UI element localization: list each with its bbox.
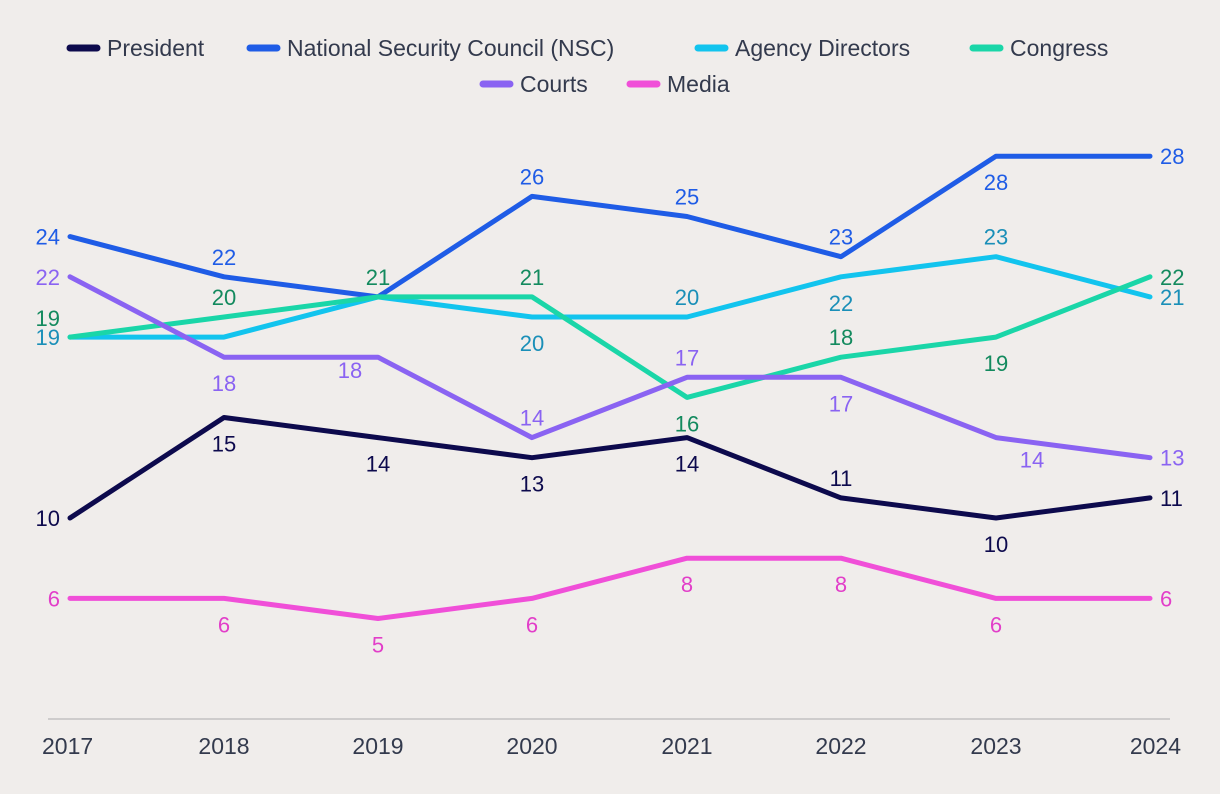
legend-label: Agency Directors — [735, 35, 910, 61]
series-line-agency-directors — [67, 254, 1153, 340]
data-label-courts-2018: 18 — [212, 371, 236, 396]
data-label-courts-2020: 14 — [520, 406, 544, 431]
data-label-courts-2017: 22 — [36, 265, 60, 290]
legend-label: President — [107, 35, 205, 61]
x-tick-label-2020: 2020 — [506, 733, 557, 759]
data-label-national-security-council-nsc-2021: 25 — [675, 185, 699, 210]
data-label-media-2017: 6 — [48, 586, 60, 611]
data-label-president-2022: 11 — [830, 466, 853, 491]
data-label-national-security-council-nsc-2024: 28 — [1160, 144, 1184, 169]
data-label-president-2023: 10 — [984, 532, 1008, 557]
data-label-congress-2023: 19 — [984, 351, 1008, 376]
data-label-president-2020: 13 — [520, 472, 544, 497]
x-tick-label-2023: 2023 — [970, 733, 1021, 759]
legend-item-congress: Congress — [969, 35, 1108, 61]
data-label-media-2024: 6 — [1160, 586, 1172, 611]
data-label-agency-directors-2022: 22 — [829, 291, 853, 316]
data-label-president-2024: 11 — [1160, 486, 1183, 511]
legend-label: Congress — [1010, 35, 1108, 61]
legend-label: National Security Council (NSC) — [287, 35, 614, 61]
x-tick-label-2021: 2021 — [661, 733, 712, 759]
x-tick-label-2017: 2017 — [42, 733, 93, 759]
series-line-courts — [67, 274, 1153, 461]
data-label-national-security-council-nsc-2023: 28 — [984, 170, 1008, 195]
series-group — [67, 153, 1153, 621]
x-axis-ticks: 2017 2018 2019 2020 2021 2022 2023 2024 — [42, 733, 1181, 759]
data-label-agency-directors-2021: 20 — [675, 285, 699, 310]
data-label-courts-2024: 13 — [1160, 446, 1184, 471]
data-label-president-2021: 14 — [675, 452, 699, 477]
data-label-president-2017: 10 — [36, 506, 60, 531]
data-label-media-2020: 6 — [526, 612, 538, 637]
legend-item-courts: Courts — [479, 71, 588, 97]
data-label-national-security-council-nsc-2017: 24 — [36, 225, 60, 250]
data-label-agency-directors-2023: 23 — [984, 225, 1008, 250]
x-tick-label-2024: 2024 — [1130, 733, 1181, 759]
legend-item-national-security-council-nsc: National Security Council (NSC) — [246, 35, 614, 61]
data-label-congress-2022: 18 — [829, 325, 853, 350]
data-label-courts-2023: 14 — [1020, 448, 1044, 473]
data-label-congress-2017: 19 — [36, 306, 60, 331]
data-label-congress-2020: 21 — [520, 265, 544, 290]
legend-label: Media — [667, 71, 730, 97]
data-label-courts-2022: 17 — [829, 391, 853, 416]
legend-label: Courts — [520, 71, 588, 97]
series-line-president — [67, 415, 1153, 521]
data-label-national-security-council-nsc-2022: 23 — [829, 225, 853, 250]
data-label-president-2018: 15 — [212, 432, 236, 457]
data-label-president-2019: 14 — [366, 452, 390, 477]
x-tick-label-2018: 2018 — [198, 733, 249, 759]
data-label-congress-2024: 22 — [1160, 265, 1184, 290]
series-line-media — [67, 555, 1153, 621]
data-label-agency-directors-2020: 20 — [520, 331, 544, 356]
data-label-courts-2021: 17 — [675, 345, 699, 370]
data-label-congress-2018: 20 — [212, 285, 236, 310]
legend-item-president: President — [66, 35, 205, 61]
data-label-media-2022: 8 — [835, 572, 847, 597]
data-label-courts-2019: 18 — [338, 358, 362, 383]
x-tick-label-2019: 2019 — [352, 733, 403, 759]
data-label-congress-2019: 21 — [366, 265, 390, 290]
data-labels: 10 15 14 13 14 11 10 11 24 22 26 25 23 28 28 19 20 20 22 23… — [36, 144, 1185, 657]
x-tick-label-2022: 2022 — [815, 733, 866, 759]
data-label-agency-directors-2024: 21 — [1160, 285, 1184, 310]
data-label-national-security-council-nsc-2018: 22 — [212, 245, 236, 270]
data-label-national-security-council-nsc-2020: 26 — [520, 164, 544, 189]
data-label-media-2021: 8 — [681, 572, 693, 597]
data-label-agency-directors-2017: 19 — [36, 325, 60, 350]
legend-item-agency-directors: Agency Directors — [694, 35, 910, 61]
data-label-media-2019: 5 — [372, 633, 384, 658]
legend: President National Security Council (NSC)… — [66, 35, 1108, 97]
legend-item-media: Media — [626, 71, 730, 97]
data-label-media-2018: 6 — [218, 612, 230, 637]
series-line-congress — [67, 274, 1153, 400]
series-line-national-security-council-nsc — [67, 153, 1153, 300]
data-label-media-2023: 6 — [990, 612, 1002, 637]
data-label-congress-2021: 16 — [675, 411, 699, 436]
